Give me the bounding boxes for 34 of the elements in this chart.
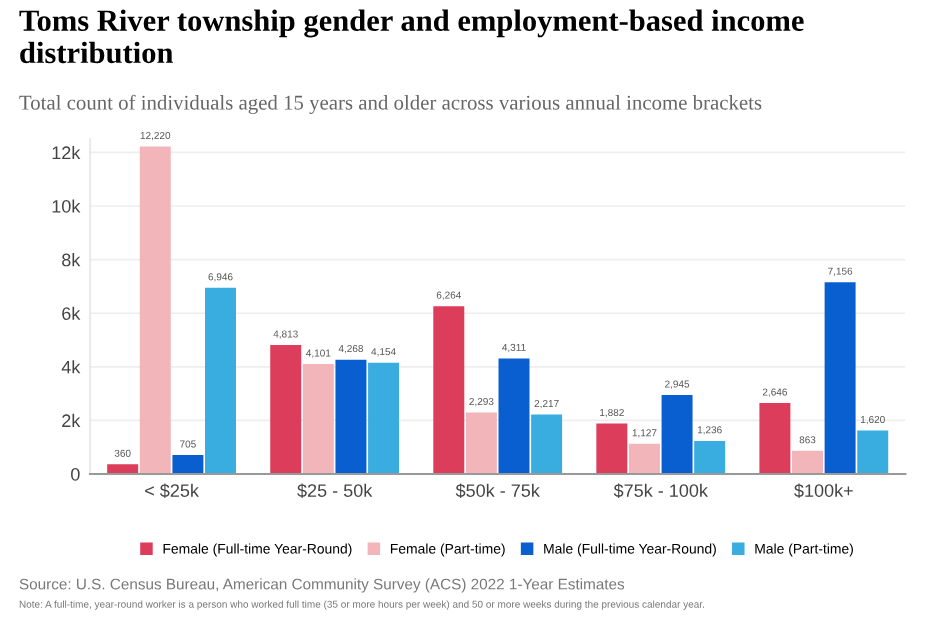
y-tick-label: 10k	[52, 199, 81, 213]
y-tick-label: 0	[71, 467, 80, 481]
bar	[498, 358, 530, 474]
y-tick-label: 12k	[52, 145, 81, 159]
x-tick-label: < $25k	[145, 483, 199, 499]
y-tick-label: 2k	[62, 413, 81, 427]
bar	[302, 364, 334, 474]
y-tick-label: 8k	[62, 253, 81, 267]
bar	[596, 423, 628, 474]
x-tick-label: $75k - 100k	[613, 483, 708, 499]
bar	[368, 362, 400, 474]
bar	[792, 450, 823, 474]
bar	[759, 403, 791, 474]
bar	[628, 443, 660, 474]
bar	[857, 430, 889, 474]
bar	[139, 146, 171, 474]
chart-title: Toms River township gender and employment-based income distribution	[19, 9, 804, 64]
bar	[824, 282, 856, 474]
bar	[205, 287, 236, 474]
bar	[465, 412, 497, 474]
bar	[661, 395, 693, 474]
bar	[531, 414, 563, 474]
x-tick-label: $100k+	[794, 483, 853, 499]
bar	[270, 345, 302, 474]
x-tick-label: $50k - 75k	[455, 483, 540, 499]
y-tick-label: 4k	[61, 360, 81, 374]
bar	[335, 359, 367, 474]
bar	[694, 440, 726, 474]
x-tick-label: $25 - 50k	[297, 483, 373, 499]
bar	[433, 306, 465, 474]
chart-subtitle: Total count of individuals aged 15 years and older across various annual income brackets	[19, 94, 762, 114]
y-tick-label: 6k	[62, 306, 81, 320]
bar	[107, 464, 139, 474]
bar	[172, 455, 204, 474]
